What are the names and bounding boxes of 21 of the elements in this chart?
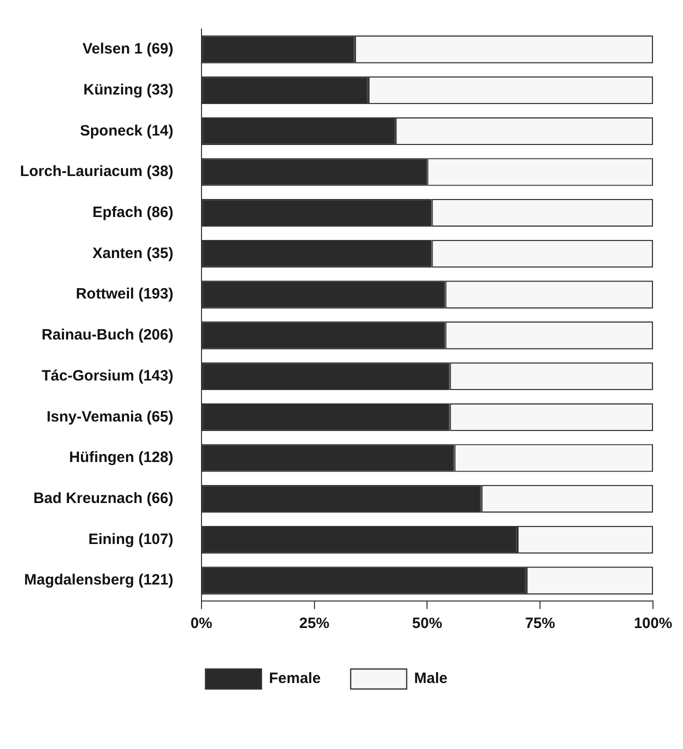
x-tick-label: 0% bbox=[190, 615, 212, 632]
y-tick-label: Epfach (86) bbox=[92, 204, 174, 221]
y-tick-label: Eining (107) bbox=[88, 530, 174, 548]
y-tick-label: Rottweil (193) bbox=[76, 286, 174, 303]
y-tick-label: Bad Kreuznach (66) bbox=[33, 490, 174, 507]
legend-label: Male bbox=[414, 670, 448, 688]
y-tick-label: Sponeck (14) bbox=[80, 122, 174, 140]
x-tick-label: 50% bbox=[412, 615, 442, 632]
y-tick-label: Tác-Gorsium (143) bbox=[42, 367, 174, 384]
y-tick-label: Hüfingen (128) bbox=[69, 449, 174, 466]
y-tick-label: Lorch-Lauriacum (38) bbox=[20, 163, 174, 180]
y-tick-label: Rainau-Buch (206) bbox=[42, 326, 174, 344]
x-tick-label: 75% bbox=[525, 615, 556, 632]
y-tick-label: Velsen 1 (69) bbox=[82, 40, 174, 58]
legend-label: Female bbox=[268, 670, 321, 688]
x-tick-label: 100% bbox=[634, 615, 672, 632]
y-tick-label: Isny-Vemania (65) bbox=[46, 408, 174, 426]
y-tick-label: Xanten (35) bbox=[92, 244, 174, 262]
x-tick-label: 25% bbox=[299, 615, 330, 632]
y-tick-label: Künzing (33) bbox=[83, 81, 174, 98]
y-tick-label: Magdalensberg (121) bbox=[24, 572, 174, 589]
